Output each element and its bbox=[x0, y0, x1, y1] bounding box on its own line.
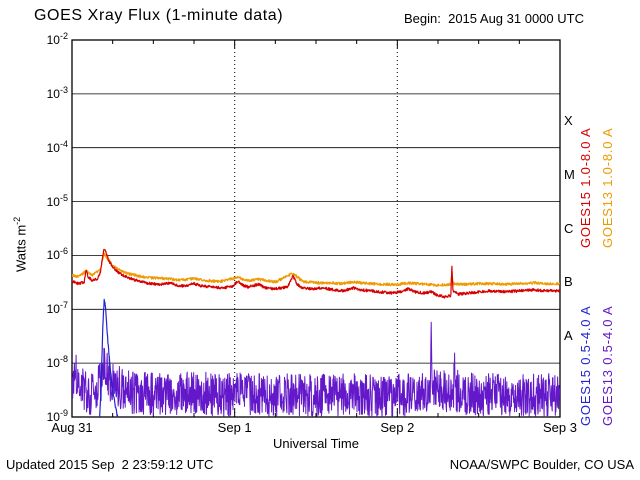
y-tick-label-1e-7: 10-7 bbox=[46, 300, 68, 317]
legend-goes13-long-channel: GOES13 1.0-8.0 A bbox=[600, 127, 615, 248]
x-tick-label-sep-1: Sep 1 bbox=[217, 420, 252, 435]
y-axis-label-exponent: -2 bbox=[12, 216, 22, 225]
x-tick-label-aug-31: Aug 31 bbox=[51, 420, 93, 435]
page-title: GOES Xray Flux (1-minute data) bbox=[34, 7, 284, 24]
y-axis-label-base: Watts m bbox=[13, 224, 29, 272]
y-tick-label-1e-4: 10-4 bbox=[46, 138, 68, 155]
y-tick-label-1e-2: 10-2 bbox=[46, 31, 68, 47]
x-tick-label-sep-2: Sep 2 bbox=[380, 420, 415, 435]
y-tick-label-1e-3: 10-3 bbox=[46, 84, 68, 101]
begin-timestamp: Begin: 2015 Aug 31 0000 UTC bbox=[404, 11, 584, 26]
flare-class-label-C: C bbox=[564, 220, 574, 236]
noaa-credit: NOAA/SWPC Boulder, CO USA bbox=[449, 457, 634, 472]
legend-goes15-long-channel: GOES15 1.0-8.0 A bbox=[578, 127, 593, 248]
legend-goes13-short-channel: GOES13 0.5-4.0 A bbox=[600, 305, 615, 426]
updated-timestamp: Updated 2015 Sep 2 23:59:12 UTC bbox=[6, 457, 214, 472]
flare-class-label-B: B bbox=[564, 274, 573, 290]
flare-class-label-A: A bbox=[564, 328, 573, 344]
flare-class-label-X: X bbox=[564, 112, 573, 128]
y-tick-label-1e-8: 10-8 bbox=[46, 354, 68, 371]
x-axis-label: Universal Time bbox=[273, 436, 359, 451]
y-tick-label-1e-5: 10-5 bbox=[46, 192, 68, 209]
x-tick-label-sep-3: Sep 3 bbox=[543, 420, 577, 435]
y-axis-label: Watts m-2 bbox=[12, 217, 28, 272]
legend-goes15-short-channel: GOES15 0.5-4.0 A bbox=[578, 305, 593, 426]
y-tick-label-1e-6: 10-6 bbox=[46, 246, 68, 263]
flare-class-label-M: M bbox=[564, 166, 575, 182]
y-tick-label-1e-9: 10-9 bbox=[46, 408, 68, 424]
